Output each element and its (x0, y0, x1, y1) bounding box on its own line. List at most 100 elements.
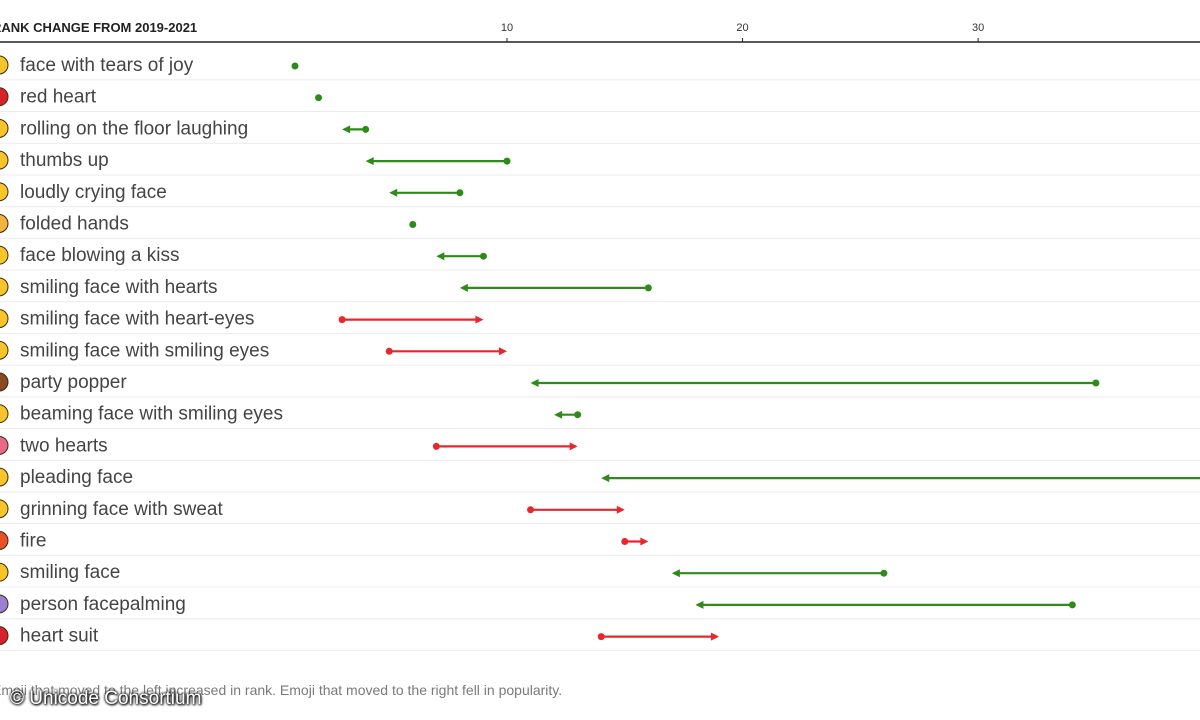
rank-dot (409, 221, 417, 228)
row-label: smiling face with heart-eyes (20, 309, 254, 330)
emoji-icon (0, 87, 9, 107)
row-label: heart suit (20, 626, 99, 647)
row-label: fire (20, 531, 46, 552)
row-label: face with tears of joy (20, 55, 194, 76)
chart-row: folded hands (0, 214, 1200, 239)
chart-row: smiling face with smiling eyes (0, 340, 1200, 366)
row-label: folded hands (20, 214, 129, 235)
rank-arrow-head (530, 379, 539, 387)
emoji-icon (0, 562, 9, 582)
rank-start-dot (1092, 379, 1100, 387)
chart-row: two hearts (0, 435, 1200, 461)
chart-row: smiling face with heart-eyes (0, 309, 1200, 334)
emoji-icon (0, 372, 9, 392)
emoji-icon (0, 404, 9, 424)
x-tick-label: 20 (736, 22, 748, 34)
row-label: smiling face (20, 562, 120, 583)
rank-start-dot (456, 189, 464, 197)
chart-footnote: Emoji that moved to the left increased i… (0, 682, 563, 698)
x-tick-label: 10 (501, 22, 513, 34)
rank-arrow-head (569, 442, 578, 451)
chart-row: loudly crying face (0, 182, 1200, 208)
rank-start-dot (432, 442, 440, 450)
rank-arrow-head (459, 283, 468, 292)
rank-arrow-head (389, 188, 398, 197)
chart-row: smiling face (0, 562, 1200, 588)
x-axis-ticks: 10 20 30 (501, 22, 984, 42)
chart-row: thumbs up (0, 150, 1200, 176)
chart-row: pleading face (0, 467, 1200, 493)
chart-rows: face with tears of joy red heart rolling o… (0, 55, 1200, 651)
rank-arrow-head (695, 600, 704, 609)
emoji-icon (0, 340, 9, 360)
chart-row: red heart (0, 87, 1200, 113)
emoji-icon (0, 309, 9, 329)
rank-arrow-head (365, 157, 374, 166)
rank-start-dot (644, 284, 652, 292)
emoji-icon (0, 467, 9, 487)
chart-row: heart suit (0, 626, 1200, 651)
emoji-icon (0, 182, 9, 202)
rank-arrow-head (711, 632, 719, 641)
chart-title: RANK CHANGE FROM 2019-2021 (0, 20, 197, 35)
emoji-icon (0, 118, 9, 138)
rank-arrow-head (475, 315, 484, 324)
rank-start-dot (621, 538, 629, 545)
chart-row: person facepalming (0, 594, 1200, 620)
emoji-icon (0, 150, 9, 170)
rank-arrow-head (436, 252, 445, 261)
rank-start-dot (527, 506, 535, 514)
rank-dot (291, 62, 299, 70)
rank-arrow-head (499, 347, 507, 356)
emoji-icon (0, 55, 9, 75)
chart-row: face blowing a kiss (0, 245, 1200, 271)
row-label: two hearts (20, 435, 108, 456)
rank-arrow-head (616, 505, 625, 514)
row-label: smiling face with smiling eyes (20, 340, 269, 361)
rank-start-dot (574, 411, 582, 419)
rank-start-dot (880, 569, 888, 577)
emoji-icon (0, 435, 9, 455)
rank-start-dot (362, 125, 370, 133)
rank-arrow-head (640, 537, 649, 546)
rank-start-dot (479, 252, 487, 260)
row-label: grinning face with sweat (20, 499, 223, 520)
chart-row: grinning face with sweat (0, 499, 1200, 525)
emoji-icon (0, 245, 9, 265)
row-label: beaming face with smiling eyes (20, 404, 283, 425)
row-label: smiling face with hearts (20, 277, 217, 298)
chart-row: rolling on the floor laughing (0, 118, 1200, 144)
emoji-icon (0, 626, 9, 646)
rank-arrow-head (601, 474, 610, 483)
emoji-icon (0, 499, 9, 519)
emoji-icon (0, 594, 9, 614)
row-label: face blowing a kiss (20, 245, 179, 266)
rank-start-dot (503, 157, 511, 165)
row-label: party popper (20, 372, 127, 393)
chart-row: smiling face with hearts (0, 277, 1200, 303)
rank-change-chart: RANK CHANGE FROM 2019-2021 10 20 30 face w… (0, 20, 1200, 651)
row-label: rolling on the floor laughing (20, 118, 248, 139)
rank-start-dot (1068, 601, 1076, 609)
chart-row: party popper (0, 372, 1200, 398)
chart-row: fire (0, 531, 1200, 556)
row-label: loudly crying face (20, 182, 167, 203)
emoji-icon (0, 214, 9, 233)
rank-start-dot (597, 633, 605, 641)
emoji-icon (0, 277, 9, 297)
row-label: red heart (20, 87, 97, 108)
copyright-watermark: © Unicode Consortium (10, 688, 202, 709)
row-label: pleading face (20, 467, 133, 488)
row-label: person facepalming (20, 594, 186, 615)
rank-dot (315, 94, 323, 102)
chart-row: face with tears of joy (0, 55, 1200, 81)
rank-start-dot (385, 347, 393, 355)
rank-arrow-head (342, 125, 351, 134)
row-label: thumbs up (20, 150, 109, 171)
rank-arrow-head (554, 410, 563, 419)
chart-row: beaming face with smiling eyes (0, 404, 1200, 430)
x-tick-label: 30 (972, 22, 984, 34)
rank-arrow-head (671, 569, 680, 578)
rank-start-dot (338, 316, 346, 324)
emoji-icon (0, 531, 9, 550)
